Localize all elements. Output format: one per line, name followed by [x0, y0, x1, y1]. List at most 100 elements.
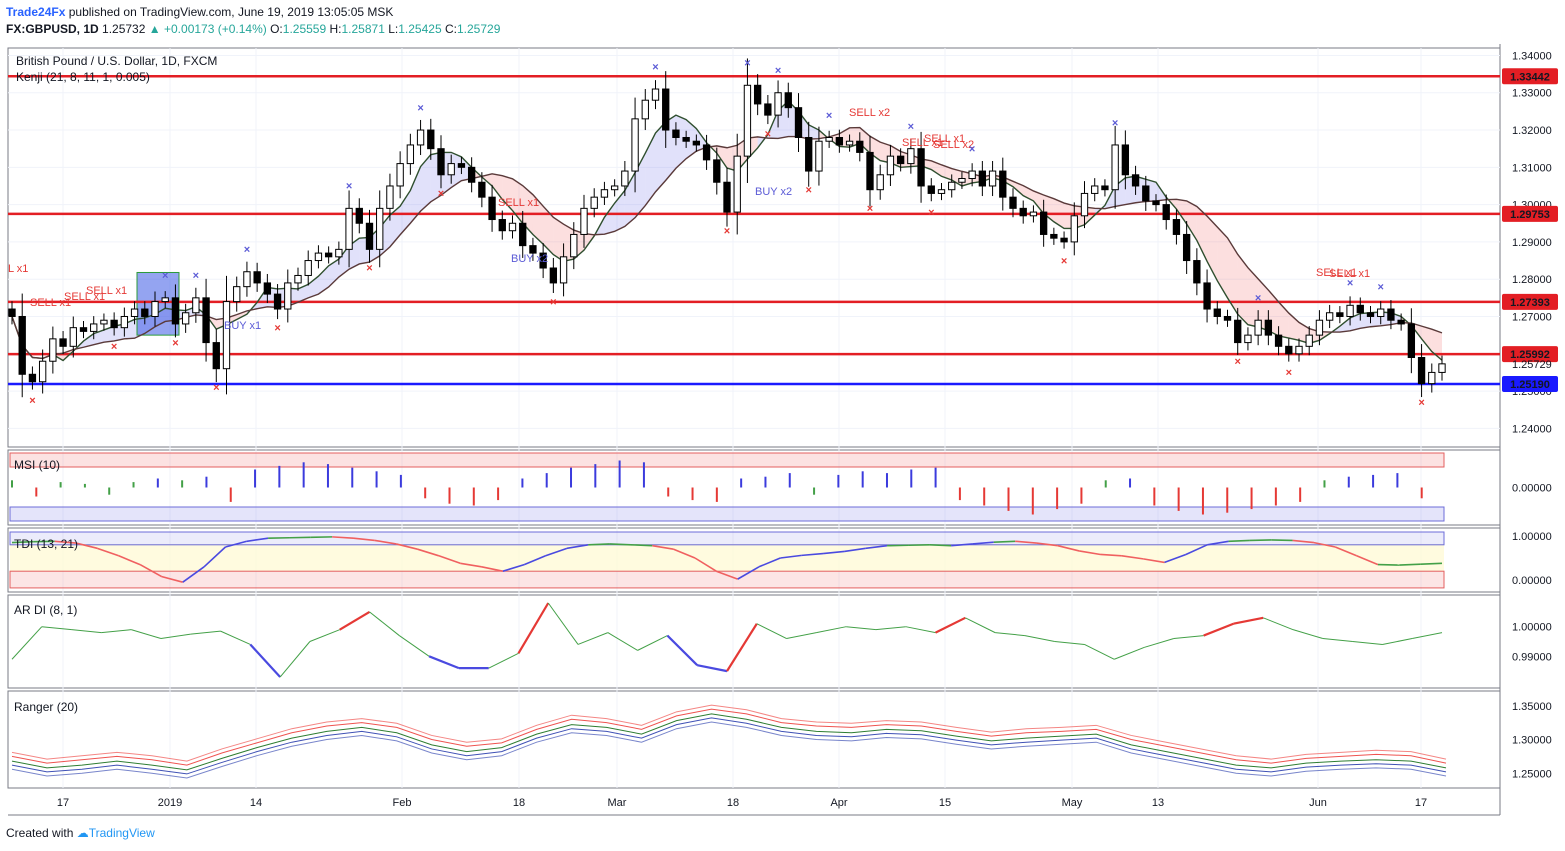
sell-signal-label: SELL x1 [1329, 268, 1370, 280]
kenji-cloud-segment [1431, 329, 1442, 361]
ardi-line-segment [517, 602, 550, 654]
candle-body [396, 163, 404, 187]
tdi-line-segment [11, 540, 34, 544]
kenji-cloud-segment [410, 166, 421, 224]
trough-marker-icon: × [366, 263, 372, 275]
tdi-line-segment [929, 544, 952, 547]
ardi-line-segment [577, 632, 609, 645]
candle-body [590, 196, 598, 209]
ardi-line-segment [1263, 617, 1294, 631]
pane-frame [7, 47, 1501, 448]
candle-body [948, 181, 956, 191]
tdi-line-segment [1036, 542, 1058, 547]
candle-body [202, 297, 210, 344]
kenji-cloud-segment [318, 265, 329, 295]
high-value: 1.25871 [341, 22, 385, 36]
time-tick-label: 2019 [158, 797, 182, 809]
ardi-line-segment [965, 617, 996, 634]
tdi-line-segment [395, 543, 418, 550]
ardi-line-segment [131, 629, 162, 640]
candle-body [161, 297, 169, 303]
ardi-tick-label: 0.99000 [1512, 651, 1552, 663]
pane-title: AR DI (8, 1) [14, 603, 77, 617]
candle-body [1377, 308, 1385, 317]
tdi-line-segment [694, 557, 717, 572]
publish-info: published on TradingView.com, June 19, 2… [68, 5, 394, 19]
time-tick-label: Feb [393, 797, 412, 809]
candle-body [437, 148, 445, 176]
candle-body [1315, 319, 1324, 336]
pane-title: Kenji (21, 8, 11, 1, 0.005) [16, 70, 150, 84]
candle-body [651, 88, 660, 101]
tradingview-link[interactable]: TradingView [88, 826, 155, 840]
ohlc-line: FX:GBPUSD, 1D 1.25732 ▲ +0.00173 (+0.14%… [6, 22, 500, 36]
close-value: 1.25729 [456, 22, 501, 36]
kenji-cloud-segment [103, 326, 115, 343]
candle-body [1152, 200, 1160, 206]
ardi-line-segment [160, 633, 191, 640]
time-tick-label: Jun [1309, 797, 1327, 809]
candle-body [90, 323, 98, 332]
open-label: O: [270, 22, 283, 36]
level-price-label: 1.29753 [1510, 209, 1550, 221]
tdi-line-segment [1228, 539, 1250, 543]
peak-marker-icon: × [1347, 278, 1353, 290]
candle-body [631, 118, 639, 172]
candle-body [1428, 371, 1436, 385]
candle-body [406, 144, 415, 165]
candle-body [927, 185, 935, 194]
candle-body [171, 297, 180, 325]
time-tick-label: Mar [608, 797, 627, 809]
pane-title: MSI (10) [14, 458, 60, 472]
price-tick-label: 1.31000 [1512, 162, 1552, 174]
kenji-cloud-segment [328, 259, 339, 287]
candle-body [978, 170, 987, 187]
ardi-line-segment [1173, 635, 1204, 640]
peak-marker-icon: × [775, 65, 781, 77]
time-tick-label: May [1062, 797, 1083, 809]
price-change: +0.00173 (+0.14%) [164, 22, 267, 36]
kenji-cloud-segment [1186, 200, 1197, 241]
level-price-label: 1.27393 [1510, 297, 1550, 309]
candle-body [181, 312, 190, 325]
candle-body [59, 338, 67, 347]
candle-body [876, 174, 884, 191]
candle-body [1080, 192, 1089, 217]
candle-body [79, 327, 88, 332]
kenji-cloud-segment [686, 119, 697, 159]
candle-body [345, 207, 353, 250]
trough-marker-icon: × [111, 341, 117, 353]
candle-body [314, 252, 323, 262]
candle-body [1162, 204, 1170, 221]
ardi-line-segment [41, 626, 72, 631]
tdi-line-segment [652, 544, 674, 550]
kenji-cloud-segment [1207, 216, 1218, 281]
ardi-line-segment [905, 626, 936, 634]
time-tick-label: 17 [1415, 797, 1427, 809]
peak-marker-icon: × [417, 102, 423, 114]
sell-signal-label: SELL x1 [924, 133, 965, 145]
trough-marker-icon: × [438, 188, 444, 200]
peak-marker-icon: × [346, 181, 352, 193]
footer: Created with ☁TradingView [6, 826, 155, 840]
candle-body [212, 342, 220, 370]
kenji-cloud-segment [1237, 254, 1248, 325]
ardi-line-segment [1382, 638, 1413, 645]
msi-tick-label: 0.00000 [1512, 483, 1552, 495]
ardi-line-segment [1352, 641, 1383, 645]
kenji-cloud-segment [1350, 313, 1361, 331]
candle-body [1182, 233, 1191, 262]
candle-body [958, 178, 966, 183]
ardi-line-segment [816, 626, 847, 634]
candle-body [845, 140, 854, 146]
candle-body [324, 252, 333, 258]
candle-body [141, 308, 149, 317]
tdi-line-segment [951, 543, 973, 547]
tdi-line-segment [844, 547, 866, 553]
time-tick-label: Apr [830, 797, 847, 809]
tdi-line-segment [1143, 558, 1165, 564]
candle-body [835, 136, 844, 146]
level-price-tag [1502, 205, 1558, 222]
author-link[interactable]: Trade24Fx [6, 5, 66, 19]
